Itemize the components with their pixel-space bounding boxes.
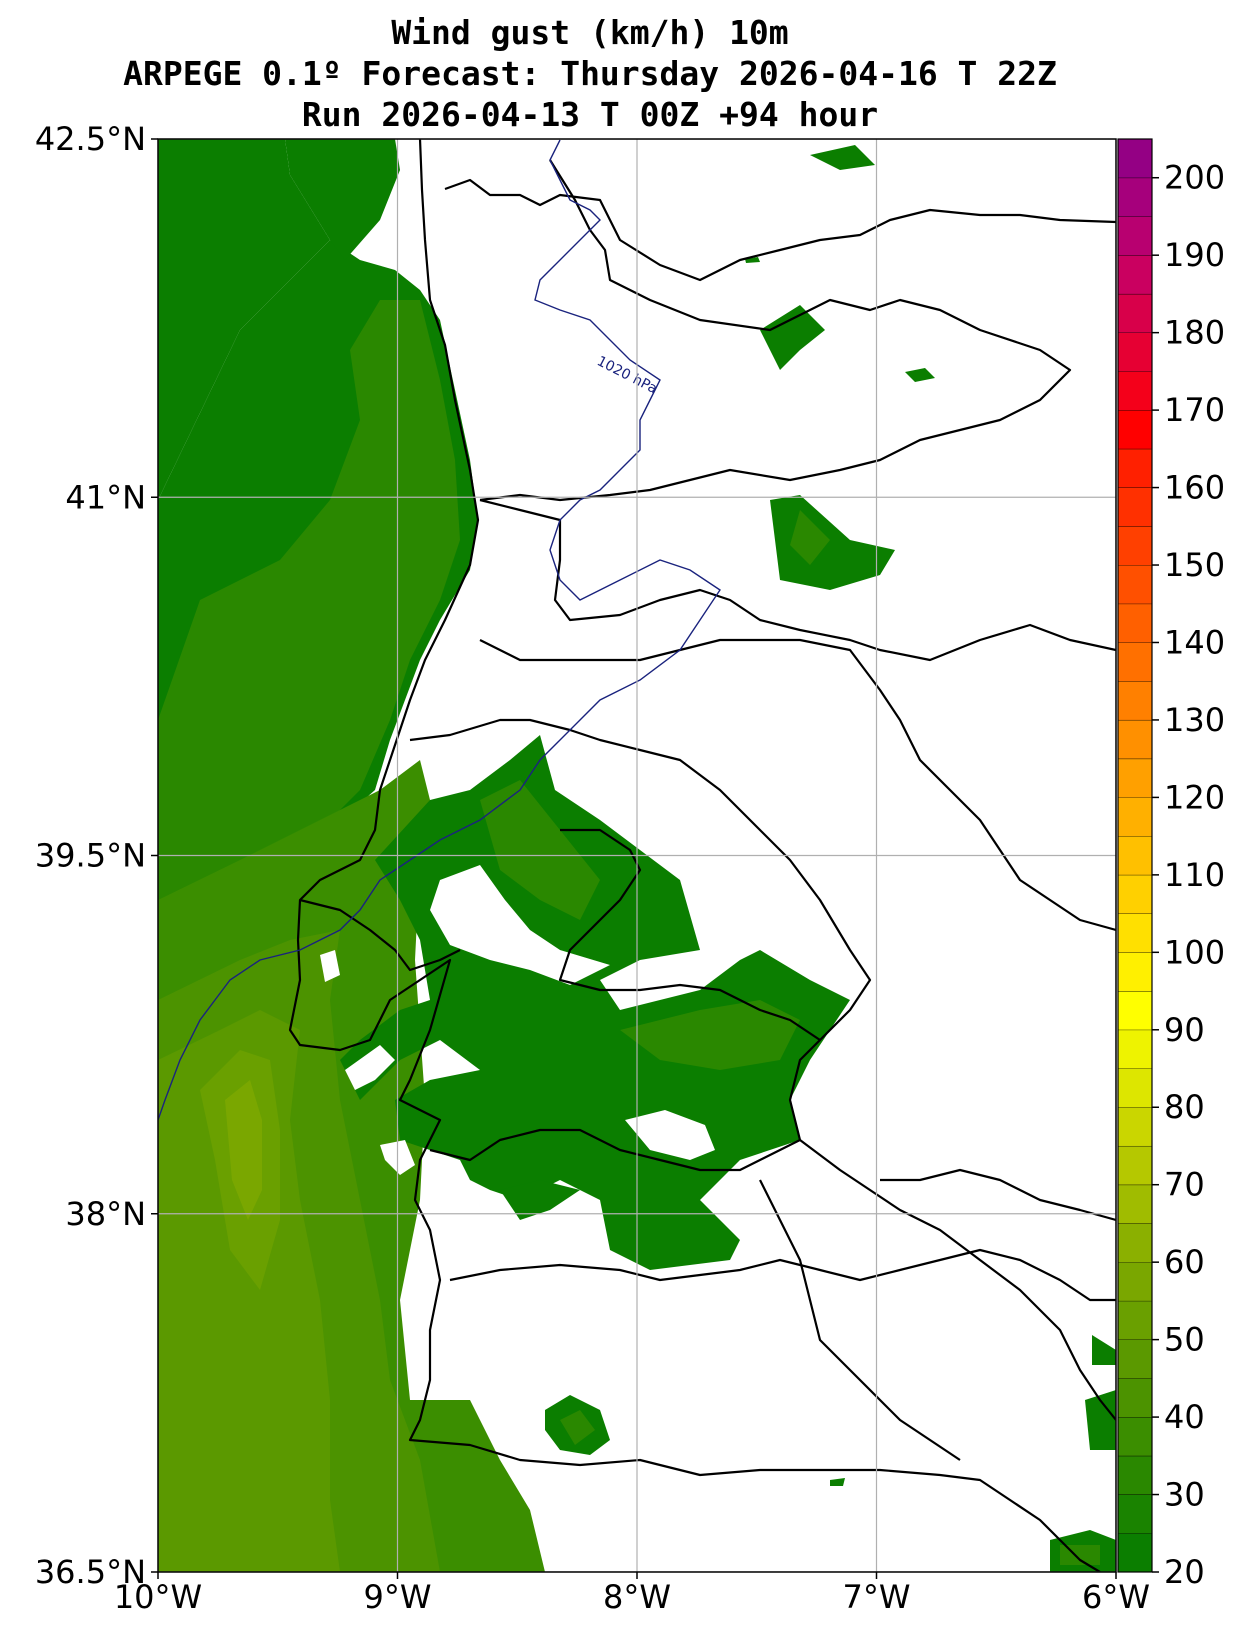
colorbar-band-90 xyxy=(1118,991,1152,1030)
colorbar-band-150 xyxy=(1118,526,1152,566)
colorbar-band-110 xyxy=(1118,836,1152,875)
calm-areas xyxy=(320,865,715,1175)
colorbar-band-115 xyxy=(1118,797,1152,837)
coastline-borders xyxy=(288,139,1116,1572)
colorbar-band-55 xyxy=(1118,1262,1152,1301)
colorbar-band-200 xyxy=(1118,139,1152,178)
lat-tick-label: 41°N xyxy=(65,478,146,516)
lat-tick-label: 38°N xyxy=(65,1195,146,1233)
colorbar-tick-label: 40 xyxy=(1164,1398,1205,1436)
longitude-axis: 10°W 9°W 8°W 7°W 6°W xyxy=(114,1572,1150,1616)
gridlines xyxy=(158,139,1116,1572)
colorbar-band-170 xyxy=(1118,371,1152,411)
colorbar-band-195 xyxy=(1118,177,1152,217)
colorbar-tick-label: 110 xyxy=(1164,856,1225,894)
colorbar-band-125 xyxy=(1118,719,1152,759)
colorbar-band-70 xyxy=(1118,1145,1152,1185)
colorbar-band-25 xyxy=(1118,1494,1152,1534)
colorbar-tick-label: 50 xyxy=(1164,1321,1205,1359)
colorbar-tick-label: 140 xyxy=(1164,623,1225,661)
inland-gust-patches xyxy=(340,145,1116,1572)
map-title: Wind gust (km/h) 10m xyxy=(391,13,789,52)
colorbar-band-165 xyxy=(1118,410,1152,449)
colorbar-band-145 xyxy=(1118,565,1152,604)
colorbar-tick-label: 120 xyxy=(1164,778,1225,816)
colorbar-tick-label: 20 xyxy=(1164,1553,1205,1591)
lon-tick-label: 6°W xyxy=(1082,1578,1150,1616)
colorbar-tick-label: 150 xyxy=(1164,546,1225,584)
colorbar-tick-label: 170 xyxy=(1164,391,1225,429)
colorbar-tick-label: 200 xyxy=(1164,159,1225,197)
colorbar-band-75 xyxy=(1118,1107,1152,1146)
colorbar-band-95 xyxy=(1118,952,1152,992)
colorbar-tick-label: 130 xyxy=(1164,701,1225,739)
colorbar-band-135 xyxy=(1118,642,1152,682)
colorbar-tick-label: 100 xyxy=(1164,933,1225,971)
forecast-subtitle: ARPEGE 0.1º Forecast: Thursday 2026-04-1… xyxy=(123,54,1057,93)
colorbar-band-45 xyxy=(1118,1339,1152,1379)
wind-gust-colorbar: 20 30 40 50 60 70 80 90 100 110 120 130 140 150 160 170… xyxy=(1117,138,1225,1591)
colorbar-tick-label: 180 xyxy=(1164,314,1225,352)
latitude-axis: 42.5°N 41°N 39.5°N 38°N 36.5°N xyxy=(35,120,158,1591)
colorbar-tick-label: 30 xyxy=(1164,1476,1205,1514)
colorbar-tick-label: 90 xyxy=(1164,1011,1205,1049)
colorbar-band-30 xyxy=(1118,1455,1152,1495)
colorbar-tick-label: 190 xyxy=(1164,236,1225,274)
colorbar-band-100 xyxy=(1118,913,1152,953)
colorbar-band-20 xyxy=(1118,1533,1152,1572)
colorbar-band-65 xyxy=(1118,1184,1152,1224)
map-plot-area: 1020 hPa xyxy=(158,139,1116,1572)
colorbar-band-160 xyxy=(1118,448,1152,488)
colorbar-band-120 xyxy=(1118,758,1152,798)
colorbar-band-190 xyxy=(1118,216,1152,256)
colorbar-band-80 xyxy=(1118,1068,1152,1108)
lon-tick-label: 8°W xyxy=(603,1578,671,1616)
colorbar-band-175 xyxy=(1118,332,1152,372)
colorbar-tick-label: 70 xyxy=(1164,1166,1205,1204)
colorbar-band-180 xyxy=(1118,293,1152,333)
lon-tick-label: 10°W xyxy=(114,1578,202,1616)
colorbar-band-35 xyxy=(1118,1417,1152,1456)
lat-tick-label: 39.5°N xyxy=(35,837,146,875)
colorbar-band-50 xyxy=(1118,1300,1152,1340)
lon-tick-label: 7°W xyxy=(843,1578,911,1616)
colorbar-band-40 xyxy=(1118,1378,1152,1418)
isobar-label: 1020 hPa xyxy=(594,353,659,397)
colorbar-tick-label: 160 xyxy=(1164,469,1225,507)
colorbar-band-105 xyxy=(1118,874,1152,914)
lat-tick-label: 42.5°N xyxy=(35,120,146,158)
isobar-1020 xyxy=(158,139,721,1121)
colorbar-band-185 xyxy=(1118,255,1152,294)
colorbar-band-140 xyxy=(1118,603,1152,643)
colorbar-band-130 xyxy=(1118,681,1152,720)
colorbar-band-60 xyxy=(1118,1223,1152,1263)
colorbar-band-155 xyxy=(1118,487,1152,527)
lat-tick-label: 36.5°N xyxy=(35,1553,146,1591)
colorbar-tick-label: 60 xyxy=(1164,1243,1205,1281)
colorbar-tick-label: 80 xyxy=(1164,1088,1205,1126)
colorbar-frame xyxy=(1117,138,1153,1573)
lon-tick-label: 9°W xyxy=(364,1578,432,1616)
run-subtitle: Run 2026-04-13 T 00Z +94 hour xyxy=(301,95,879,134)
colorbar-band-85 xyxy=(1118,1029,1152,1069)
